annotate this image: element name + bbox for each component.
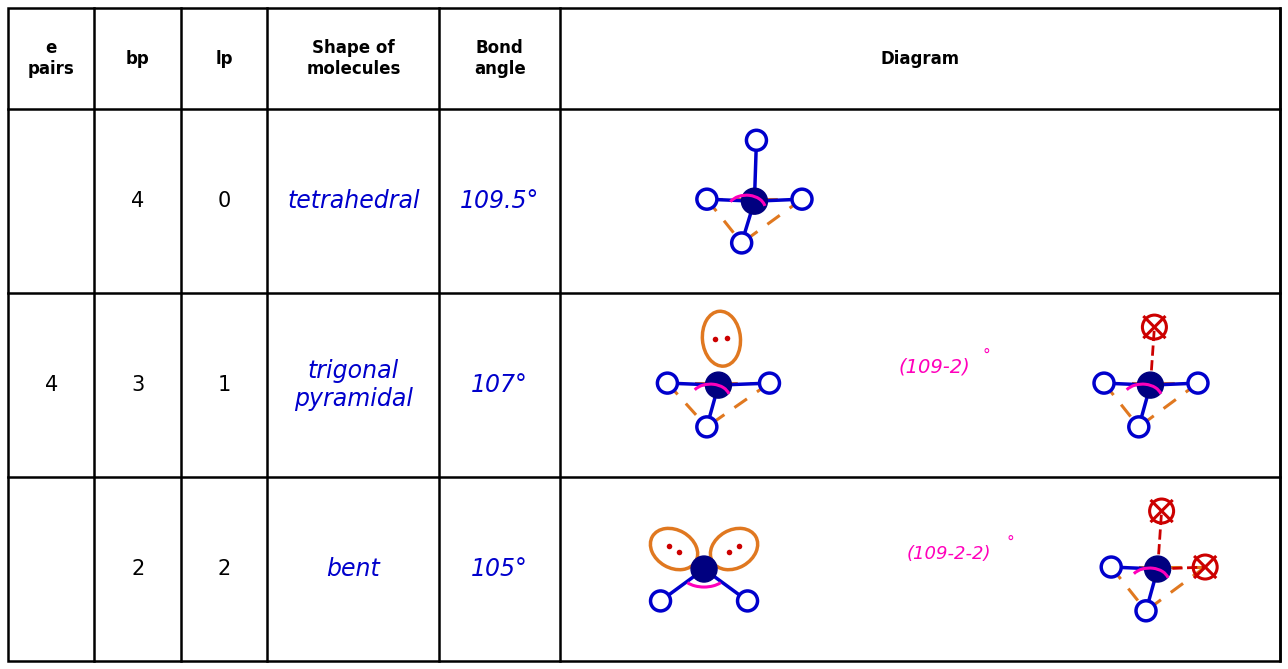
Circle shape <box>738 591 757 611</box>
Circle shape <box>760 373 779 393</box>
Text: 2: 2 <box>131 559 144 579</box>
Circle shape <box>1145 556 1171 582</box>
Text: 0: 0 <box>218 191 231 211</box>
Circle shape <box>697 417 717 437</box>
Circle shape <box>742 188 768 214</box>
Circle shape <box>1136 601 1157 621</box>
Text: 1: 1 <box>218 375 231 395</box>
Text: °: ° <box>983 348 990 363</box>
Text: 3: 3 <box>131 375 144 395</box>
Circle shape <box>1128 417 1149 437</box>
Text: lp: lp <box>215 50 233 68</box>
Text: 107°: 107° <box>471 373 528 397</box>
Text: bp: bp <box>126 50 149 68</box>
Circle shape <box>1137 372 1163 398</box>
Text: (109-2-2): (109-2-2) <box>907 545 990 563</box>
Circle shape <box>1188 373 1208 393</box>
Circle shape <box>697 189 717 209</box>
Text: 105°: 105° <box>471 557 528 581</box>
Text: 109.5°: 109.5° <box>460 189 540 213</box>
Circle shape <box>692 556 717 582</box>
Text: trigonal
pyramidal: trigonal pyramidal <box>294 359 413 411</box>
Text: 2: 2 <box>218 559 231 579</box>
Circle shape <box>657 373 677 393</box>
Text: bent: bent <box>326 557 380 581</box>
Text: Bond
angle: Bond angle <box>474 39 526 78</box>
Text: 4: 4 <box>131 191 144 211</box>
Circle shape <box>706 372 732 398</box>
Text: °: ° <box>1007 535 1015 549</box>
Circle shape <box>732 233 752 253</box>
Text: 4: 4 <box>45 375 58 395</box>
Text: e
pairs: e pairs <box>28 39 75 78</box>
Text: Diagram: Diagram <box>881 50 960 68</box>
Circle shape <box>747 130 766 151</box>
Text: (109-2): (109-2) <box>899 358 970 377</box>
Text: Shape of
molecules: Shape of molecules <box>307 39 401 78</box>
Circle shape <box>1101 557 1122 577</box>
Circle shape <box>650 591 671 611</box>
Text: tetrahedral: tetrahedral <box>287 189 420 213</box>
Circle shape <box>1094 373 1114 393</box>
Circle shape <box>792 189 811 209</box>
